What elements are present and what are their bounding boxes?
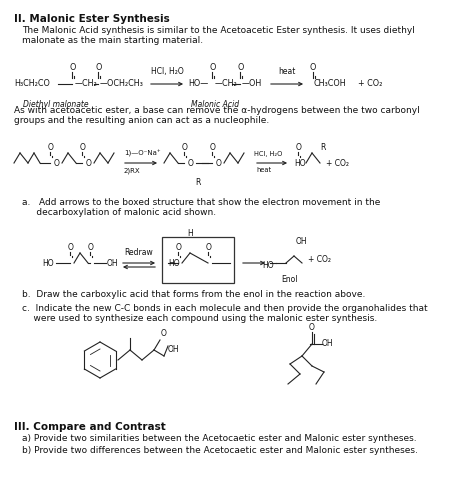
Text: heat: heat [256,167,271,173]
Text: + CO₂: + CO₂ [326,158,349,167]
Text: HO: HO [294,158,306,167]
Text: O: O [206,243,212,252]
Text: O: O [70,63,76,72]
Text: O: O [54,158,60,167]
Text: O: O [216,158,222,167]
Text: HO—: HO— [188,80,208,89]
Text: —CH₂: —CH₂ [75,80,98,89]
Text: O: O [238,63,244,72]
Text: O: O [88,243,94,252]
Text: O: O [210,63,216,72]
Text: b) Provide two differences between the Acetocaetic ester and Malonic ester synth: b) Provide two differences between the A… [22,446,418,455]
Text: —OCH₂CH₃: —OCH₂CH₃ [100,80,144,89]
Text: Malonic Acid: Malonic Acid [191,100,239,109]
Bar [162,237,234,283]
Text: O: O [96,63,102,72]
Text: H: H [187,229,193,238]
Text: + CO₂: + CO₂ [358,80,383,89]
Text: II. Malonic Ester Synthesis: II. Malonic Ester Synthesis [14,14,170,24]
Text: c.  Indicate the new C-C bonds in each molecule and then provide the organohalid: c. Indicate the new C-C bonds in each mo… [22,304,428,324]
Text: HO: HO [42,259,54,268]
Text: —OH: —OH [242,80,262,89]
Text: III. Compare and Contrast: III. Compare and Contrast [14,422,166,432]
Text: b.  Draw the carboxylic acid that forms from the enol in the reaction above.: b. Draw the carboxylic acid that forms f… [22,290,365,299]
Text: O: O [176,243,182,252]
Text: O: O [48,143,54,152]
Text: OH: OH [168,346,180,354]
Text: R: R [320,143,325,152]
Text: O: O [309,323,315,332]
Text: O: O [86,158,92,167]
Text: HO: HO [262,261,273,270]
Text: heat: heat [278,67,296,76]
Text: The Malonic Acid synthesis is similar to the Acetoacetic Ester synthesis. It use: The Malonic Acid synthesis is similar to… [22,26,415,45]
Text: O: O [182,143,188,152]
Text: H₃CH₂CO: H₃CH₂CO [14,80,50,89]
Text: OH: OH [296,237,308,246]
Text: O: O [188,158,194,167]
Text: + CO₂: + CO₂ [308,255,331,264]
Text: —CH₂: —CH₂ [215,80,238,89]
Text: HCl, H₂O: HCl, H₂O [151,67,183,76]
Text: O: O [161,329,167,338]
Text: 1)—O⁻Na⁺: 1)—O⁻Na⁺ [124,150,161,157]
Text: a.   Add arrows to the boxed structure that show the electron movement in the
  : a. Add arrows to the boxed structure tha… [22,198,380,217]
Text: OH: OH [107,259,118,268]
Text: Diethyl malonate: Diethyl malonate [23,100,89,109]
Text: O: O [310,63,316,72]
Text: a) Provide two similarities between the Acetocaetic ester and Malonic ester synt: a) Provide two similarities between the … [22,434,417,443]
Text: O: O [210,143,216,152]
Text: Redraw: Redraw [125,248,154,257]
Text: R: R [195,178,201,187]
Text: O: O [68,243,74,252]
Text: 2)RX: 2)RX [124,167,141,173]
Text: O: O [296,143,302,152]
Text: O: O [80,143,86,152]
Text: HCl, H₂O: HCl, H₂O [254,151,283,157]
Text: CH₃COH: CH₃COH [314,80,346,89]
Text: As with acetoacetic ester, a base can remove the α-hydrogens between the two car: As with acetoacetic ester, a base can re… [14,106,420,125]
Text: Enol: Enol [282,275,298,284]
Text: HO: HO [168,259,180,268]
Text: OH: OH [322,340,334,348]
